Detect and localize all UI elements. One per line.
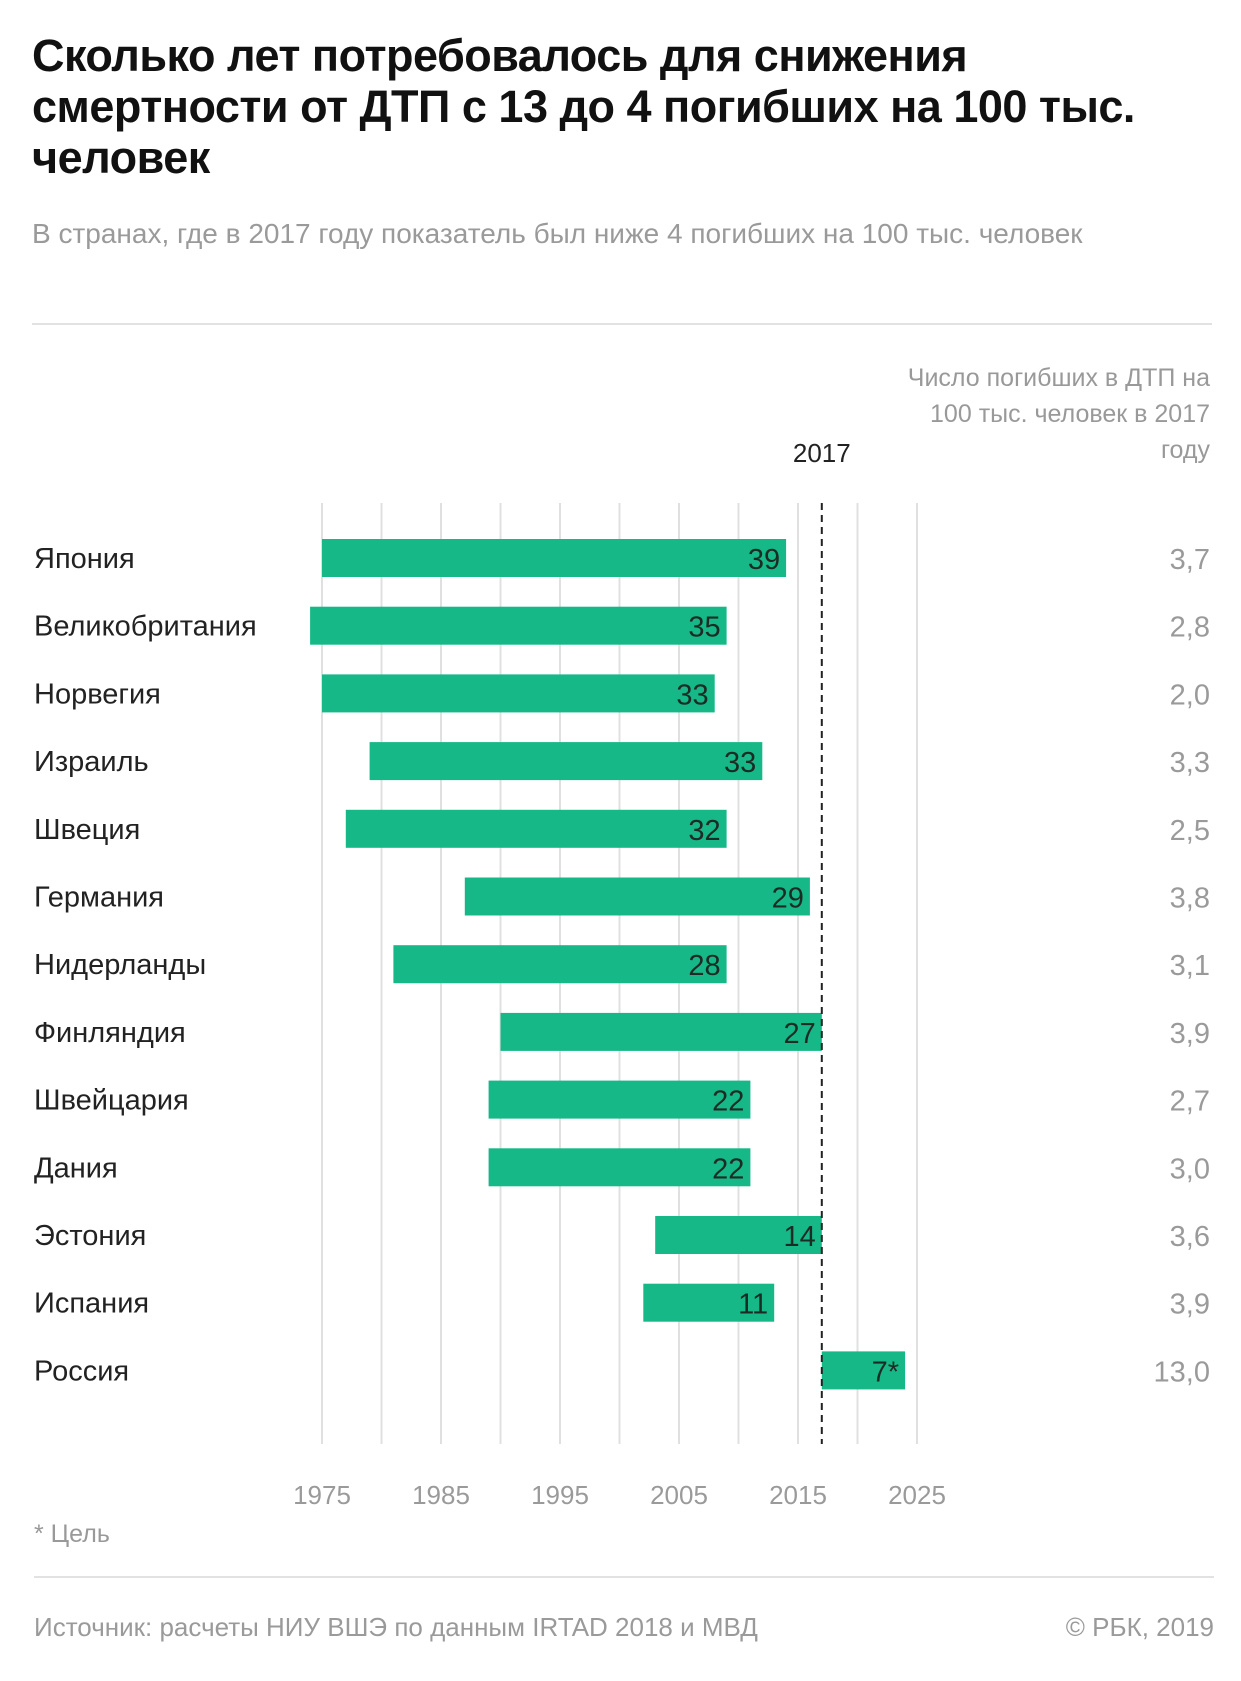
country-label: Швеция (34, 814, 140, 846)
chart-title: Сколько лет потребовалось для снижения с… (32, 30, 1135, 183)
country-label: Нидерланды (34, 949, 206, 981)
country-label: Япония (34, 543, 135, 575)
bar (322, 674, 715, 713)
deaths-2017-value: 2,5 (1170, 815, 1210, 847)
top-divider (32, 323, 1212, 325)
bar-label: 33 (724, 747, 756, 779)
chart-subtitle: В странах, где в 2017 году показатель бы… (32, 218, 1083, 249)
source-text: Источник: расчеты НИУ ВШЭ по данным IRTA… (34, 1612, 758, 1642)
country-label: Израиль (34, 746, 149, 778)
bar-label: 27 (784, 1018, 816, 1050)
deaths-2017-value: 2,8 (1170, 612, 1210, 644)
bar-label: 29 (772, 883, 804, 915)
bar-label: 11 (738, 1289, 768, 1321)
footnote: * Цель (34, 1520, 110, 1548)
bar-label: 33 (676, 679, 708, 711)
country-label: Норвегия (34, 678, 161, 710)
bar (310, 606, 727, 645)
bar (655, 1216, 822, 1254)
x-tick-label: 2015 (769, 1480, 827, 1510)
country-label: Финляндия (34, 1017, 186, 1049)
deaths-2017-value: 3,7 (1170, 544, 1210, 576)
country-label: Испания (34, 1288, 149, 1320)
x-tick-label: 2005 (650, 1480, 708, 1510)
x-tick-label: 2025 (888, 1480, 946, 1510)
deaths-2017-value: 3,9 (1170, 1289, 1210, 1321)
bar (345, 809, 727, 848)
bar (369, 742, 763, 781)
bar-label: 22 (712, 1153, 744, 1185)
bar (488, 1080, 751, 1119)
bottom-divider (34, 1576, 1214, 1578)
bar (821, 1351, 906, 1390)
deaths-2017-value: 13,0 (1154, 1356, 1210, 1388)
deaths-2017-value: 3,9 (1170, 1018, 1210, 1050)
deaths-2017-value: 2,0 (1170, 679, 1210, 711)
bar-label: 28 (688, 950, 720, 982)
bar (393, 945, 727, 984)
deaths-2017-value: 3,8 (1170, 883, 1210, 915)
bar (488, 1148, 751, 1187)
deaths-2017-value: 3,0 (1170, 1153, 1210, 1185)
country-label: Эстония (34, 1220, 146, 1252)
x-tick-label: 1975 (293, 1480, 351, 1510)
country-label: Великобритания (34, 611, 257, 643)
bar (464, 877, 810, 916)
bar-label: 7* (872, 1356, 899, 1388)
right-column-header: Число погибших в ДТП на 100 тыс. человек… (907, 364, 1210, 464)
bar-label: 32 (688, 815, 720, 847)
x-tick-label: 1995 (531, 1480, 589, 1510)
bar-label: 22 (712, 1086, 744, 1118)
country-label: Дания (34, 1152, 118, 1184)
bar-label: 35 (688, 612, 720, 644)
deaths-2017-value: 3,3 (1170, 747, 1210, 779)
copyright-text: © РБК, 2019 (1065, 1612, 1214, 1642)
bar (643, 1283, 775, 1322)
country-label: Россия (34, 1355, 129, 1387)
deaths-2017-value: 3,6 (1170, 1221, 1210, 1253)
country-label: Швейцария (34, 1085, 189, 1117)
deaths-2017-value: 2,7 (1170, 1086, 1210, 1118)
bar (322, 539, 787, 577)
bar-label: 14 (784, 1221, 816, 1253)
bar-label: 39 (748, 544, 780, 576)
deaths-2017-value: 3,1 (1170, 950, 1210, 982)
reference-line-label: 2017 (793, 438, 851, 468)
bar (500, 1012, 822, 1051)
x-tick-label: 1985 (412, 1480, 470, 1510)
country-label: Германия (34, 882, 164, 914)
